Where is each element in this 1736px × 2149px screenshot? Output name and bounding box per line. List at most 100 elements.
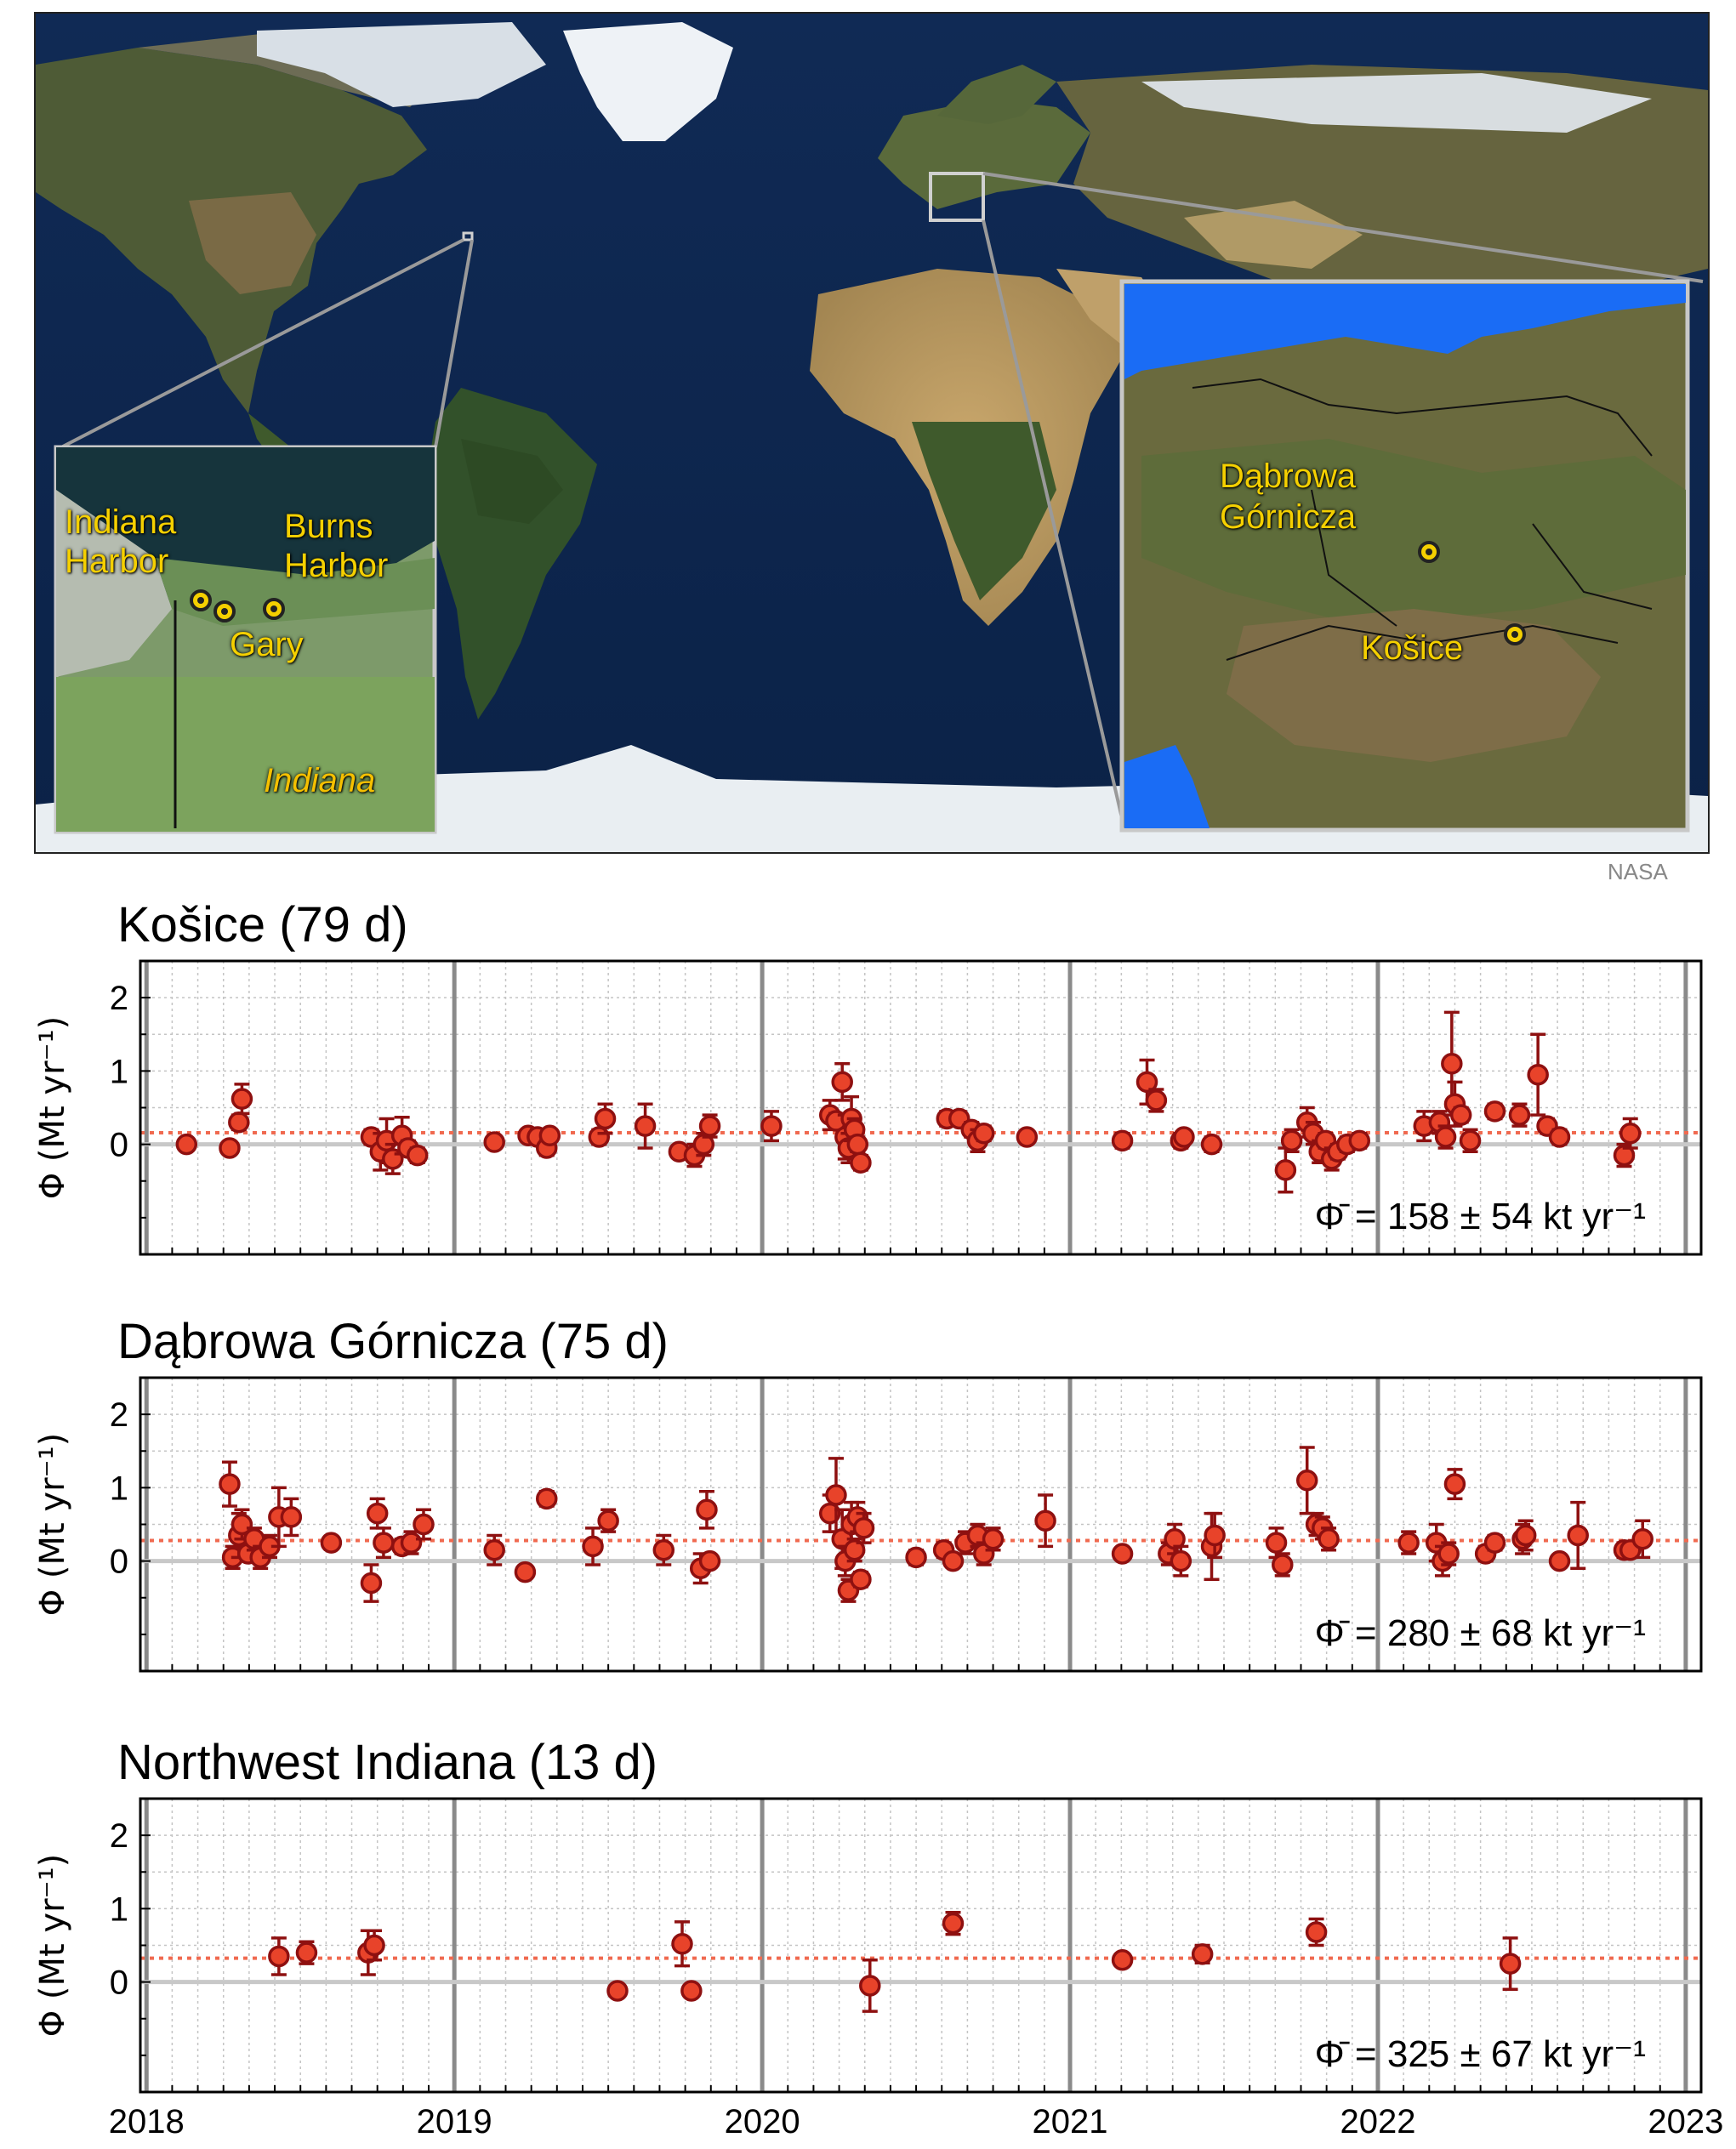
data-point <box>175 1133 198 1156</box>
marker <box>1459 1129 1482 1152</box>
plot-area: 0 1 2 <box>110 959 1703 1256</box>
marker <box>1548 1126 1571 1148</box>
marker <box>373 1532 395 1554</box>
mean-annotation: Φ̄ = 280 ± 68 kt yr⁻¹ <box>1315 1612 1646 1654</box>
data-point <box>536 1487 558 1510</box>
marker <box>363 1934 385 1957</box>
data-point <box>972 1122 995 1145</box>
marker <box>366 1502 389 1525</box>
data-point <box>843 1538 866 1563</box>
marker <box>843 1538 866 1561</box>
y-tick-label: 0 <box>110 1127 128 1164</box>
chart-northwest-indiana: Northwest Indiana (13 d) 0 1 2 Φ (Mt yr⁻¹) Φ… <box>0 1722 1736 2145</box>
marker <box>1483 1532 1506 1554</box>
mean-annotation: Φ̄ = 325 ± 67 kt yr⁻¹ <box>1315 2033 1646 2075</box>
data-point <box>360 1563 383 1603</box>
data-point <box>219 1460 241 1508</box>
poland-inset <box>1119 279 1690 833</box>
image-credit: NASA <box>1608 859 1668 884</box>
marker <box>825 1484 847 1506</box>
indiana-connector-line <box>60 238 464 449</box>
marker <box>320 1532 343 1554</box>
data-point <box>680 1980 703 2002</box>
data-point <box>228 1111 250 1134</box>
y-tick-label: 1 <box>110 1053 128 1090</box>
marker <box>1483 1100 1506 1123</box>
adriatic-sea <box>1124 745 1210 828</box>
data-point <box>846 1133 869 1156</box>
data-point <box>1305 1917 1328 1947</box>
marker <box>1170 1549 1192 1572</box>
marker <box>219 1137 241 1159</box>
marker <box>594 1107 617 1130</box>
data-point <box>905 1546 927 1569</box>
data-point <box>406 1144 429 1167</box>
data-point <box>850 1568 872 1590</box>
marker <box>1613 1144 1636 1167</box>
asia-landmass <box>1056 65 1708 337</box>
y-tick-label: 1 <box>110 1890 128 1928</box>
marker <box>1034 1509 1056 1532</box>
marker <box>1631 1528 1653 1550</box>
data-point <box>1145 1088 1168 1113</box>
marker <box>698 1549 721 1572</box>
marker <box>1280 1129 1303 1152</box>
data-point <box>942 1549 965 1572</box>
marker <box>850 1568 872 1590</box>
marker <box>1348 1129 1371 1152</box>
marker <box>1619 1122 1642 1145</box>
data-point <box>1631 1519 1653 1560</box>
data-point <box>259 1533 281 1560</box>
data-point <box>1527 1032 1549 1117</box>
indiana-state-label: Indiana <box>264 762 376 799</box>
data-point <box>1443 1468 1466 1501</box>
data-point <box>1034 1493 1056 1549</box>
chart-svg: 0 1 2 Φ (Mt yr⁻¹) Φ̄ = 325 ± 67 kt yr⁻¹ 2018 2… <box>33 1797 1723 2140</box>
chart-svg: 0 1 2 Φ (Mt yr⁻¹) Φ̄ = 158 ± 54 kt yr⁻¹ <box>33 959 1703 1256</box>
y-tick-label: 0 <box>110 1964 128 2002</box>
data-point <box>413 1508 435 1541</box>
data-point <box>1434 1124 1457 1150</box>
data-point <box>982 1526 1005 1552</box>
marker <box>1295 1470 1318 1492</box>
x-tick-label: 2019 <box>417 2103 492 2140</box>
data-point <box>606 1980 629 2002</box>
marker <box>698 1115 721 1137</box>
data-point <box>1499 1936 1522 1991</box>
x-tick-label: 2022 <box>1340 2103 1415 2140</box>
data-point <box>698 1113 721 1139</box>
marker <box>1111 1129 1134 1152</box>
marker <box>760 1115 783 1137</box>
y-axis-label: Φ (Mt yr⁻¹) <box>33 1854 72 2038</box>
marker <box>692 1133 715 1156</box>
data-point <box>692 1131 715 1157</box>
marker <box>295 1941 318 1964</box>
plot-area: 0 1 2 <box>110 1376 1703 1673</box>
x-tick-label: 2020 <box>725 2103 800 2140</box>
data-point <box>1508 1102 1531 1128</box>
y-axis-label: Φ (Mt yr⁻¹) <box>33 1433 72 1617</box>
marker <box>846 1133 869 1156</box>
marker <box>1111 1543 1134 1565</box>
marker <box>582 1535 604 1558</box>
marker <box>905 1546 927 1569</box>
marker <box>1437 1543 1460 1565</box>
data-point <box>698 1549 721 1572</box>
data-point <box>1274 1146 1297 1194</box>
data-point <box>231 1083 253 1116</box>
marker <box>850 1151 872 1174</box>
data-point <box>1619 1117 1642 1150</box>
data-point <box>760 1110 783 1143</box>
marker <box>1434 1126 1457 1148</box>
kosice-label: Košice <box>1361 629 1464 667</box>
data-point <box>1314 1129 1337 1152</box>
world-map-panel: Indiana Harbor Burns Harbor Gary Indiana… <box>34 12 1710 854</box>
marker <box>1136 1071 1158 1094</box>
marker <box>597 1509 619 1532</box>
data-point <box>363 1929 385 1962</box>
y-axis-label: Φ (Mt yr⁻¹) <box>33 1016 72 1200</box>
marker <box>1145 1089 1168 1111</box>
chart-kosice: Košice (79 d) 0 1 2 Φ (Mt yr⁻¹) Φ̄ = 158 ± 5… <box>0 884 1736 1259</box>
chart-title: Košice (79 d) <box>117 897 408 952</box>
marker <box>1449 1104 1472 1126</box>
